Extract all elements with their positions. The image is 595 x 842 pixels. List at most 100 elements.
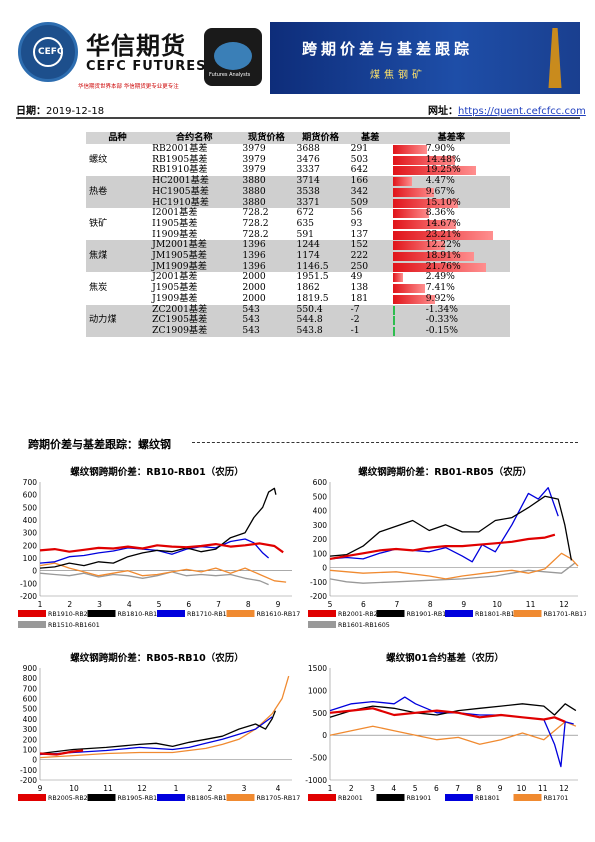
basis-rate-bar <box>392 273 404 283</box>
table-row: HC2001基差 3880 3714 166 4.47% <box>86 175 510 187</box>
contract-cell: ZC2001基差 <box>149 304 240 316</box>
series-line <box>329 552 579 580</box>
basis-rate-value: 9.67% <box>425 185 455 197</box>
header-divider <box>16 117 580 119</box>
basis-rate-value: 2.49% <box>425 271 455 283</box>
table-row: I1909基差 728.2 591 137 23.21% <box>86 228 510 241</box>
y-tick-label: 600 <box>23 695 38 704</box>
header-cell: 期货价格 <box>293 132 348 144</box>
y-tick-label: 500 <box>23 705 38 714</box>
legend-swatch <box>226 794 255 801</box>
chart-rb05-rb10: 螺纹钢跨期价差：RB05-RB10（农历） -200 -100 0 100 200 300 4… <box>14 648 300 826</box>
series-line <box>329 562 576 584</box>
basis-rate-bar <box>392 316 395 326</box>
y-tick-label: 0 <box>32 756 37 765</box>
y-tick-label: 300 <box>23 529 38 538</box>
futures-price-cell: 3371 <box>293 197 348 209</box>
x-tick-label: 11 <box>103 784 113 793</box>
seal-text: CEFC <box>38 47 64 57</box>
basis-rate-value: 21.76% <box>425 260 461 272</box>
legend-label: RB1705-RB1710 <box>257 795 301 802</box>
series-line <box>39 716 273 756</box>
y-tick-label: 700 <box>23 478 38 487</box>
basis-cell: 49 <box>350 271 363 283</box>
table-row: 动力煤 ZC1905基差 543 544.8 -2 -0.33% <box>86 314 510 326</box>
contract-cell: HC2001基差 <box>149 175 240 187</box>
x-tick-label: 8 <box>477 784 482 793</box>
x-tick-label: 2 <box>67 600 72 609</box>
y-tick-label: 300 <box>313 521 328 530</box>
y-tick-label: -200 <box>20 776 37 785</box>
series-line <box>39 542 284 554</box>
series-line <box>39 749 84 756</box>
spot-price-cell: 3880 <box>239 197 294 209</box>
x-tick-label: 2 <box>349 784 354 793</box>
x-tick-label: 7 <box>394 600 399 609</box>
table-row: 铁矿 I1905基差 728.2 635 93 14.67% <box>86 218 510 230</box>
legend-swatch <box>376 610 405 617</box>
y-tick-label: 0 <box>322 731 327 740</box>
basis-table: 品种 合约名称 现货价格 期货价格 基差 基差率 RB2001基差 3979 368… <box>86 132 510 337</box>
table-row: JM1909基差 1396 1146.5 250 21.76% <box>86 260 510 273</box>
basis-rate-value: 9.92% <box>425 292 455 304</box>
legend-label: RB1801 <box>475 795 500 802</box>
y-tick-label: -100 <box>20 579 37 588</box>
category-cell: 焦煤 <box>86 250 150 262</box>
futures-price-cell: 1862 <box>296 282 320 294</box>
company-name-cn: 华信期货 <box>86 32 186 60</box>
x-tick-label: 4 <box>391 784 396 793</box>
report-subtitle: 煤焦钢矿 <box>370 70 426 81</box>
category-cell <box>86 240 150 252</box>
spot-price-cell: 1396 <box>239 261 294 273</box>
category-cell <box>86 325 150 337</box>
legend-swatch <box>513 794 542 801</box>
contract-cell: ZC1905基差 <box>149 315 240 326</box>
legend-label: RB2005-RB2010 <box>48 795 100 802</box>
table-row: J1909基差 2000 1819.5 181 9.92% <box>86 292 510 305</box>
basis-cell: 222 <box>347 250 393 262</box>
legend-label: RB1710-RB1801 <box>187 611 239 618</box>
x-tick-label: 9 <box>498 784 503 793</box>
basis-rate-cell: -1.34% <box>392 304 510 316</box>
legend-label: RB1701 <box>544 795 569 802</box>
futures-price-cell: 1951.5 <box>296 271 329 283</box>
basis-rate-cell: 14.48% <box>392 154 510 166</box>
category-cell: 动力煤 <box>86 315 150 326</box>
basis-cell: 342 <box>347 186 393 198</box>
chart-title: 螺纹钢01合约基差（农历） <box>386 652 504 664</box>
contract-cell: RB2001基差 <box>152 143 208 154</box>
x-tick-label: 10 <box>517 784 527 793</box>
spot-price-cell: 3979 <box>242 153 266 165</box>
contract-cell: HC1905基差 <box>149 186 240 198</box>
chart-rb01-rb05: 螺纹钢跨期价差：RB01-RB05（农历） -200 -100 0 100 200 300 4… <box>304 462 586 642</box>
spot-price-cell: 728.2 <box>242 207 269 219</box>
basis-rate-bar <box>392 326 395 336</box>
table-row: ZC2001基差 543 550.4 -7 -1.34% <box>86 304 510 316</box>
x-tick-label: 9 <box>461 600 466 609</box>
basis-rate-bar <box>392 252 475 262</box>
series-line <box>39 487 277 569</box>
website-link[interactable]: https://quent.cefcfcc.com <box>458 106 586 117</box>
table-row: 螺纹 RB1905基差 3979 3476 503 14.48% <box>86 153 510 166</box>
contract-cell: JM1909基差 <box>149 261 240 273</box>
basis-cell: 642 <box>350 164 369 176</box>
series-line <box>39 710 277 755</box>
header-cell: 合约名称 <box>149 132 240 144</box>
futures-price-cell: 1174 <box>293 250 348 262</box>
legend-label: RB1701-RB1705 <box>544 611 587 618</box>
futures-price-cell: 591 <box>296 228 315 240</box>
x-tick-label: 9 <box>38 784 43 793</box>
legend-swatch <box>308 610 336 617</box>
futures-price-cell: 3688 <box>296 143 320 154</box>
basis-cell: 56 <box>350 207 363 219</box>
basis-rate-cell: 2.49% <box>392 271 510 283</box>
y-tick-label: 200 <box>23 541 38 550</box>
spot-price-cell: 3880 <box>239 186 294 198</box>
basis-rate-cell: 15.10% <box>392 197 510 209</box>
category-cell: 螺纹 <box>89 153 108 165</box>
spot-price-cell: 728.2 <box>242 228 269 240</box>
y-tick-label: 200 <box>313 535 328 544</box>
website-label: 网址： <box>428 106 458 117</box>
category-cell <box>86 230 149 241</box>
basis-rate-bar <box>392 145 427 154</box>
